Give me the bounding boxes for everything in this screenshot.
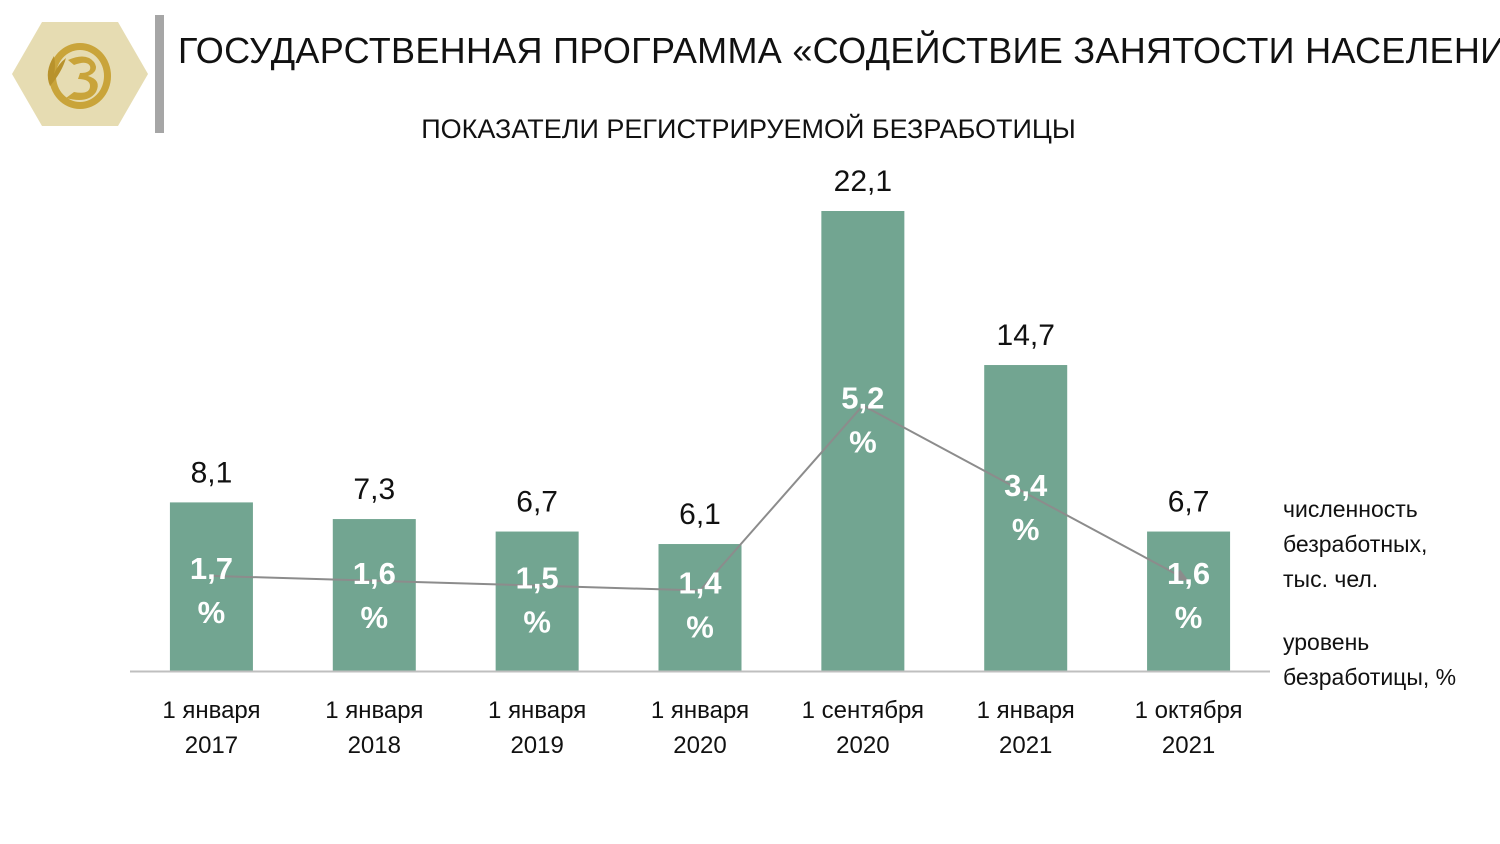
x-tick-label-year: 2020 (673, 732, 726, 759)
bar-value-label: 7,3 (353, 473, 395, 506)
rate-value-label: 1,5 (516, 561, 559, 596)
bar-value-label: 6,1 (679, 498, 721, 531)
bar (658, 544, 742, 671)
x-tick-label-year: 2019 (510, 732, 563, 759)
rate-unit-label: % (360, 600, 388, 635)
bar (332, 519, 416, 671)
rate-value-label: 5,2 (841, 380, 884, 415)
bar (495, 531, 579, 671)
bar (169, 502, 253, 671)
x-tick-label-year: 2020 (836, 732, 889, 759)
bar (821, 211, 905, 671)
rate-line-arrowhead (1174, 569, 1189, 581)
rate-unit-label: % (1175, 600, 1203, 635)
bar-value-label: 6,7 (516, 486, 558, 519)
x-tick-label-date: 1 сентября (802, 697, 924, 724)
page-title: ГОСУДАРСТВЕННАЯ ПРОГРАММА «СОДЕЙСТВИЕ ЗА… (178, 30, 1500, 71)
x-tick-label-date: 1 января (488, 697, 586, 724)
bar (984, 365, 1068, 671)
rate-value-label: 1,6 (353, 556, 396, 591)
x-tick-label-year: 2021 (999, 732, 1052, 759)
rate-unit-label: % (686, 610, 714, 645)
bar-value-label: 14,7 (997, 319, 1055, 352)
chart-legend: численность безработных, тыс. чел. урове… (1283, 492, 1498, 695)
legend-rate-label: уровень безработицы, % (1283, 629, 1457, 690)
rate-value-label: 1,4 (678, 566, 722, 601)
x-tick-label-date: 1 января (162, 697, 260, 724)
bar-value-label: 22,1 (834, 165, 892, 198)
belarus-emblem-icon (12, 22, 148, 126)
rate-value-label: 1,6 (1167, 556, 1210, 591)
x-tick-label-date: 1 января (651, 697, 749, 724)
x-tick-label-year: 2021 (1162, 732, 1215, 759)
rate-value-label: 3,4 (1004, 468, 1048, 503)
bar-value-label: 6,7 (1168, 486, 1210, 519)
legend-count-label: численность безработных, тыс. чел. (1283, 496, 1428, 592)
header-divider (155, 15, 164, 133)
x-tick-label-year: 2018 (348, 732, 401, 759)
bar-value-label: 8,1 (191, 456, 233, 489)
rate-unit-label: % (198, 595, 226, 630)
rate-value-label: 1,7 (190, 551, 233, 586)
x-tick-label-date: 1 января (325, 697, 423, 724)
x-tick-label-date: 1 октября (1135, 697, 1243, 724)
rate-unit-label: % (523, 605, 551, 640)
x-tick-label-year: 2017 (185, 732, 238, 759)
chart-title: ПОКАЗАТЕЛИ РЕГИСТРИРУЕМОЙ БЕЗРАБОТИЦЫ (421, 114, 1076, 144)
rate-line (211, 404, 1190, 592)
x-tick-label-date: 1 января (977, 697, 1075, 724)
rate-unit-label: % (849, 424, 877, 459)
bar (1147, 531, 1231, 671)
rate-unit-label: % (1012, 512, 1040, 547)
